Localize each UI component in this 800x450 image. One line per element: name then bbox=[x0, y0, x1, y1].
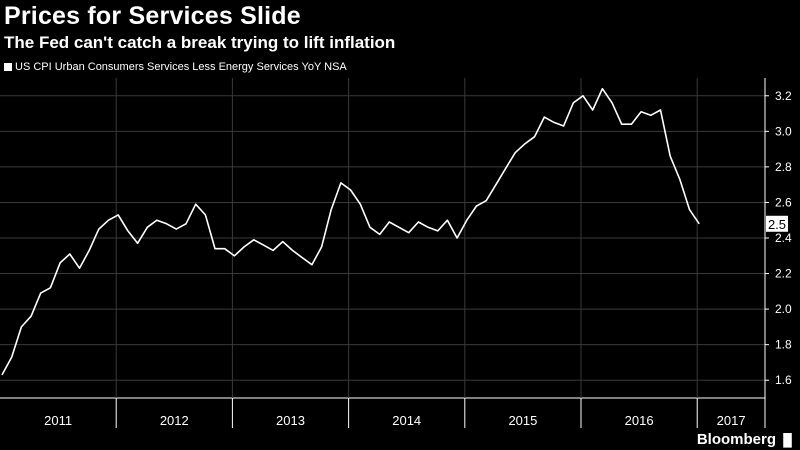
x-tick-label: 2017 bbox=[717, 413, 746, 428]
series-line bbox=[1, 87, 700, 376]
x-tick-label: 2012 bbox=[160, 413, 189, 428]
x-tick-label: 2015 bbox=[508, 413, 537, 428]
y-tick-label: 3.0 bbox=[775, 124, 792, 138]
legend-label: US CPI Urban Consumers Services Less Ene… bbox=[15, 61, 347, 73]
chart-subtitle: The Fed can't catch a break trying to li… bbox=[4, 33, 396, 52]
brand-logo: Bloomberg ▐▌ bbox=[697, 431, 796, 448]
bar-chart-icon: ▐▌ bbox=[778, 432, 796, 447]
y-tick-label: 2.4 bbox=[775, 231, 792, 245]
x-tick-label: 2016 bbox=[625, 413, 654, 428]
y-tick-label: 1.8 bbox=[775, 338, 792, 352]
x-tick-label: 2011 bbox=[44, 413, 72, 428]
y-tick-label: 2.2 bbox=[775, 267, 792, 281]
chart-title: Prices for Services Slide bbox=[4, 2, 301, 30]
x-tick-label: 2013 bbox=[276, 413, 305, 428]
y-tick-label: 1.6 bbox=[775, 373, 792, 387]
y-tick-label: 2.0 bbox=[775, 302, 792, 316]
legend: US CPI Urban Consumers Services Less Ene… bbox=[4, 61, 347, 73]
last-value-box bbox=[766, 215, 788, 232]
last-value-label: 2.5 bbox=[768, 217, 786, 232]
legend-swatch bbox=[4, 63, 12, 71]
y-tick-label: 2.6 bbox=[775, 195, 792, 209]
y-tick-label: 2.8 bbox=[775, 160, 792, 174]
y-tick-label: 3.2 bbox=[775, 89, 792, 103]
brand-name: Bloomberg bbox=[696, 431, 776, 448]
x-tick-label: 2014 bbox=[392, 413, 421, 428]
